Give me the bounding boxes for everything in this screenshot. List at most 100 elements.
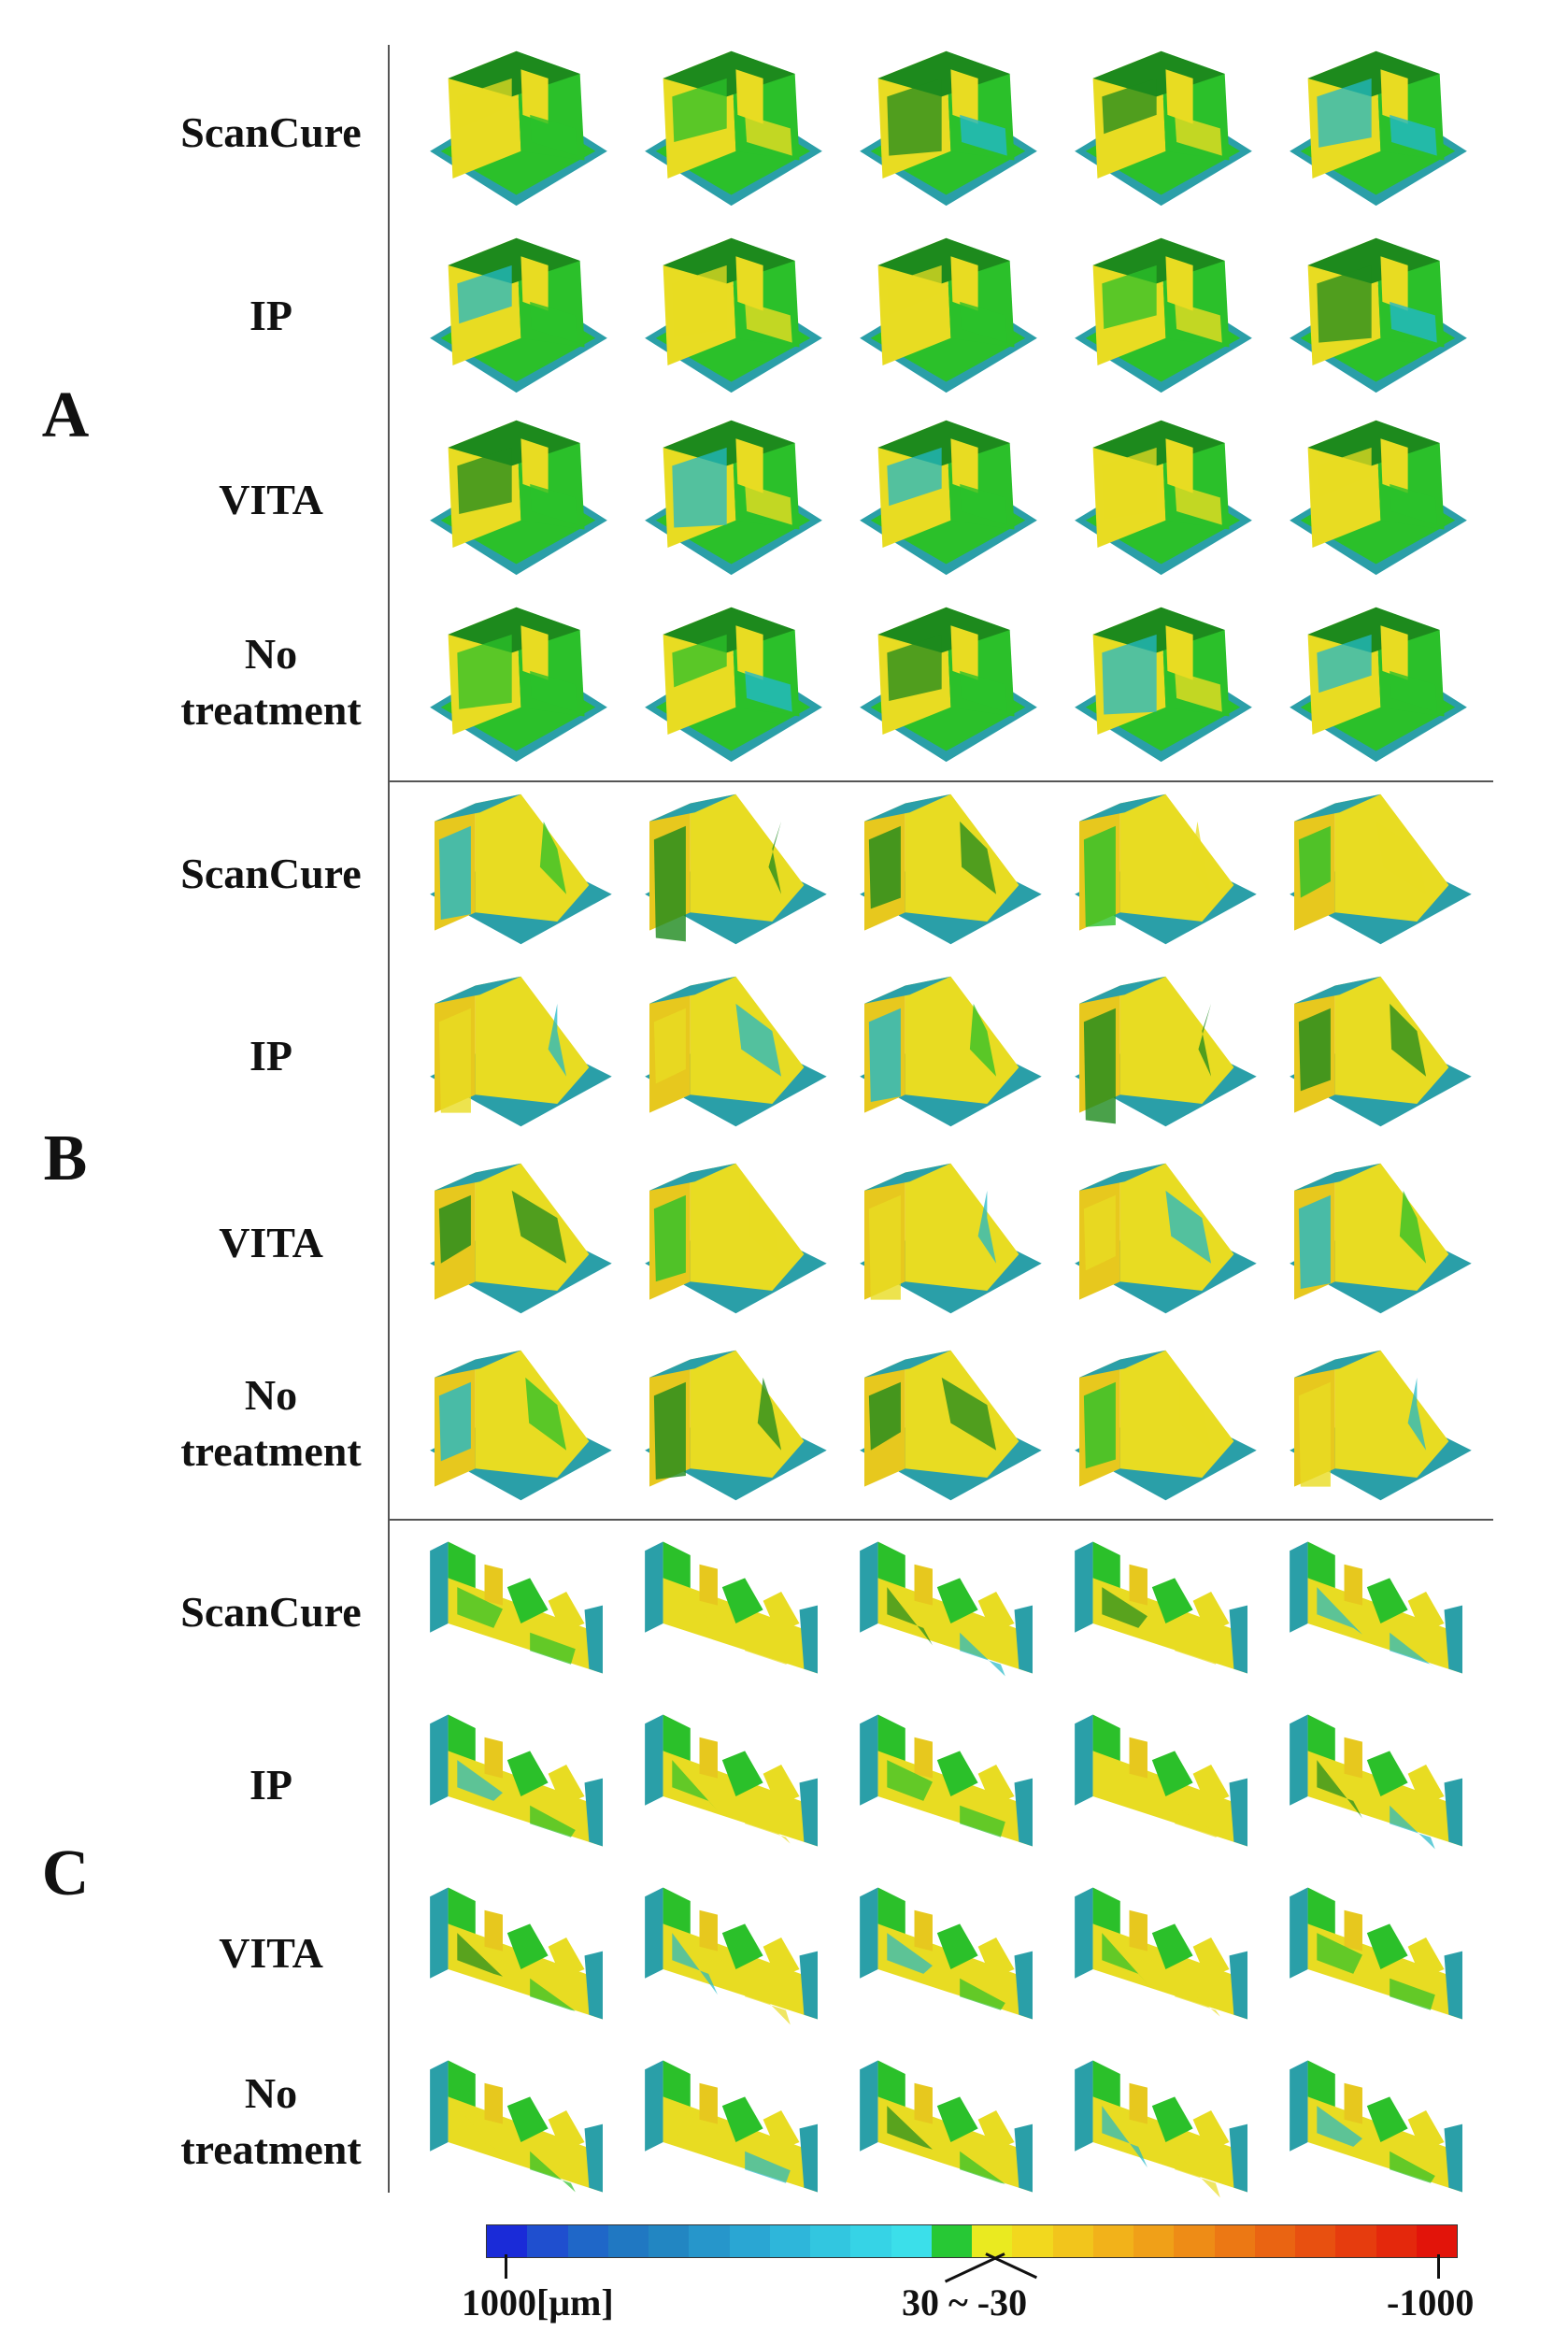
deviation-map-thumbnail xyxy=(1065,598,1262,766)
deviation-map-thumbnail xyxy=(1065,1696,1262,1865)
deviation-map-thumbnail xyxy=(1280,967,1476,1136)
specimen-shape-icon xyxy=(645,50,822,207)
deviation-map-thumbnail xyxy=(635,42,832,210)
specimen-shape-icon xyxy=(1290,2060,1462,2193)
legend-left-label: 1000[μm] xyxy=(462,2281,614,2324)
divider-a-b xyxy=(388,780,1493,782)
deviation-map-thumbnail xyxy=(1280,2042,1476,2210)
specimen-shape-icon xyxy=(1075,976,1257,1127)
deviation-map-thumbnail xyxy=(421,1696,617,1865)
legend-swatch xyxy=(1295,2225,1336,2257)
row-label-a-scancure: ScanCure xyxy=(180,108,362,156)
specimen-shape-icon xyxy=(430,794,612,945)
deviation-map-thumbnail xyxy=(1280,1696,1476,1865)
deviation-map-thumbnail xyxy=(1280,229,1476,397)
deviation-map-thumbnail xyxy=(1065,1869,1262,2038)
specimen-shape-icon xyxy=(1290,1887,1462,2020)
specimen-shape-icon xyxy=(430,237,607,393)
specimen-shape-icon xyxy=(645,1714,818,1847)
deviation-map-thumbnail xyxy=(635,229,832,397)
specimen-shape-icon xyxy=(645,1350,827,1501)
row-label-a-vita: VITA xyxy=(219,476,323,523)
specimen-shape-icon xyxy=(1075,237,1252,393)
specimen-shape-icon xyxy=(645,794,827,945)
deviation-map-thumbnail xyxy=(1065,1341,1262,1509)
deviation-map-thumbnail xyxy=(421,1869,617,2038)
deviation-map-thumbnail xyxy=(421,1341,617,1509)
specimen-shape-icon xyxy=(1290,50,1467,207)
specimen-shape-icon xyxy=(860,237,1037,393)
legend-swatch xyxy=(769,2225,810,2257)
deviation-map-thumbnail xyxy=(635,2042,832,2210)
specimen-shape-icon xyxy=(1290,976,1472,1127)
deviation-map-thumbnail xyxy=(850,785,1047,953)
specimen-shape-icon xyxy=(1290,1163,1472,1314)
row-label-b-vita: VITA xyxy=(219,1219,323,1266)
specimen-shape-icon xyxy=(430,1714,603,1847)
deviation-map-thumbnail xyxy=(1280,42,1476,210)
color-scale-bar xyxy=(486,2224,1458,2258)
specimen-shape-icon xyxy=(1075,1163,1257,1314)
deviation-map-thumbnail xyxy=(1065,1154,1262,1323)
specimen-shape-icon xyxy=(1290,794,1472,945)
specimen-shape-icon xyxy=(645,1541,818,1674)
specimen-shape-icon xyxy=(1075,1714,1247,1847)
deviation-map-thumbnail xyxy=(421,411,617,579)
deviation-map-thumbnail xyxy=(850,1869,1047,2038)
deviation-map-thumbnail xyxy=(421,229,617,397)
legend-swatch xyxy=(1174,2225,1215,2257)
deviation-map-thumbnail xyxy=(421,2042,617,2210)
specimen-shape-icon xyxy=(1290,1714,1462,1850)
deviation-map-thumbnail xyxy=(635,598,832,766)
deviation-map-thumbnail xyxy=(1065,2042,1262,2210)
row-label-a-no-treatment: No treatment xyxy=(180,630,362,734)
deviation-map-thumbnail xyxy=(635,411,832,579)
group-letter-a: A xyxy=(41,379,90,451)
specimen-shape-icon xyxy=(1075,794,1257,945)
specimen-shape-icon xyxy=(860,1714,1033,1847)
specimen-shape-icon xyxy=(645,976,827,1127)
row-label-b-scancure: ScanCure xyxy=(180,850,362,897)
vertical-divider xyxy=(388,45,390,2193)
specimen-shape-icon xyxy=(860,50,1037,207)
deviation-map-thumbnail xyxy=(850,2042,1047,2210)
legend-swatch xyxy=(1416,2225,1457,2257)
specimen-shape-icon xyxy=(645,1887,818,2025)
legend-center-label: 30 ~ -30 xyxy=(902,2281,1028,2324)
specimen-shape-icon xyxy=(860,1541,1033,1677)
deviation-map-thumbnail xyxy=(850,229,1047,397)
specimen-shape-icon xyxy=(1075,420,1252,576)
legend-swatch xyxy=(1133,2225,1175,2257)
legend-swatch xyxy=(1012,2225,1053,2257)
specimen-shape-icon xyxy=(1075,2060,1247,2198)
specimen-shape-icon xyxy=(645,237,822,393)
deviation-map-thumbnail xyxy=(1280,1869,1476,2038)
deviation-map-thumbnail xyxy=(421,598,617,766)
specimen-shape-icon xyxy=(430,1541,603,1674)
deviation-map-thumbnail xyxy=(850,42,1047,210)
deviation-map-thumbnail xyxy=(635,1341,832,1509)
specimen-shape-icon xyxy=(860,794,1042,945)
legend-swatch xyxy=(1052,2225,1093,2257)
row-label-c-scancure: ScanCure xyxy=(180,1588,362,1636)
deviation-map-thumbnail xyxy=(635,967,832,1136)
specimen-shape-icon xyxy=(430,1887,603,2020)
color-scale-legend xyxy=(486,2224,1458,2258)
specimen-shape-icon xyxy=(645,420,822,576)
legend-right-label: -1000 xyxy=(1387,2281,1475,2324)
deviation-map-thumbnail xyxy=(1280,785,1476,953)
deviation-map-thumbnail xyxy=(635,1696,832,1865)
specimen-shape-icon xyxy=(645,1163,827,1314)
group-letter-c: C xyxy=(41,1837,90,1909)
specimen-shape-icon xyxy=(645,607,822,763)
deviation-map-thumbnail xyxy=(635,1869,832,2038)
deviation-map-thumbnail xyxy=(1065,785,1262,953)
specimen-shape-icon xyxy=(860,2060,1033,2193)
specimen-shape-icon xyxy=(860,607,1037,763)
legend-swatch xyxy=(891,2225,932,2257)
deviation-map-thumbnail xyxy=(1280,1154,1476,1323)
legend-swatch xyxy=(567,2225,608,2257)
deviation-map-thumbnail xyxy=(1280,598,1476,766)
deviation-map-thumbnail xyxy=(850,1341,1047,1509)
deviation-map-thumbnail xyxy=(1065,967,1262,1136)
